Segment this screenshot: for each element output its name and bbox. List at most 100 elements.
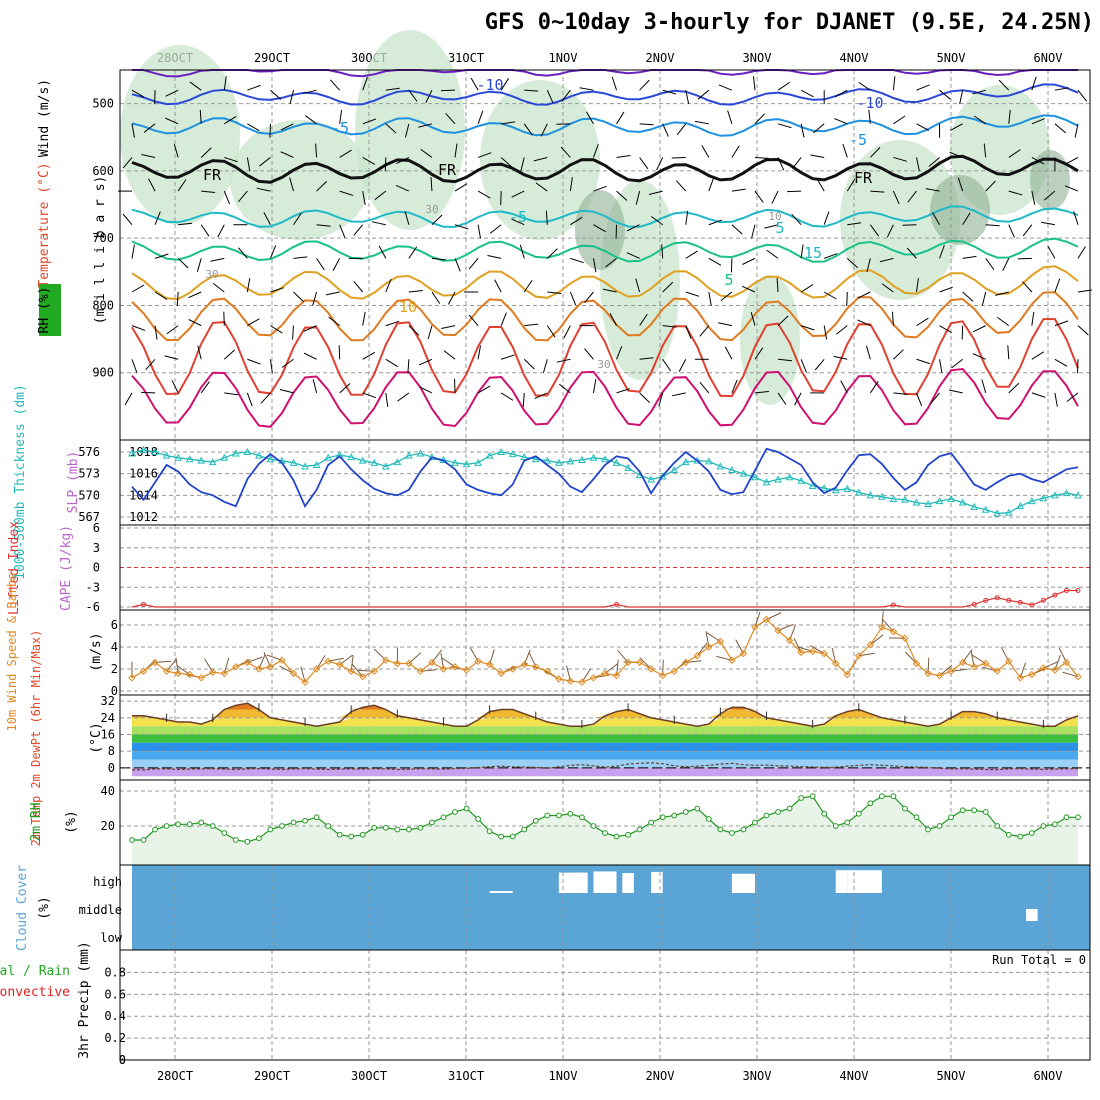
isotherm-line <box>131 318 1079 398</box>
rh2m-point <box>682 809 689 815</box>
wind10-point <box>428 658 436 667</box>
rh2m-point <box>763 812 770 819</box>
rh2m-tick: 20 <box>101 819 115 833</box>
li-axis-label: Lifted Index <box>7 521 22 615</box>
wind-barb <box>915 157 920 172</box>
wind-barb <box>189 81 202 91</box>
wind-barb <box>892 76 896 91</box>
wind-barb <box>916 358 930 365</box>
wind10-point <box>451 663 459 671</box>
wind-barb <box>685 90 690 104</box>
x-tick-label-bottom: 2NOV <box>646 1069 675 1083</box>
wind-barb <box>560 146 571 158</box>
rh2m-point <box>613 833 620 840</box>
wind-barb <box>178 222 193 226</box>
wind-barb <box>886 224 894 238</box>
wind-barb <box>639 157 649 170</box>
rh2m-point <box>163 823 170 829</box>
wind-barb <box>445 113 456 125</box>
wind-barb <box>586 111 594 125</box>
wind-barb <box>794 392 802 406</box>
wind-barb <box>173 143 179 158</box>
temperature-axis-label: Temperature (°C) <box>37 162 52 287</box>
wind-barb <box>197 345 202 360</box>
x-tick-label-bottom: 3NOV <box>743 1069 772 1083</box>
wind-barb <box>431 257 446 261</box>
wind-barb <box>777 81 790 91</box>
wind-barb <box>973 115 986 125</box>
wind-barb <box>718 84 733 91</box>
wind10-barb <box>431 649 443 663</box>
rh2m-point <box>1028 830 1035 836</box>
wind-barb <box>1066 392 1079 402</box>
wind-barb <box>292 325 295 340</box>
wind-barb <box>1008 149 1021 158</box>
thickness-point <box>924 499 932 507</box>
x-tick-label-top: 1NOV <box>549 51 578 65</box>
wind-barb <box>519 244 525 259</box>
wind-barb <box>847 222 862 226</box>
rh2m-point <box>694 805 701 812</box>
wind-barb <box>332 258 341 271</box>
thickness-point <box>358 456 367 464</box>
rh2m-point <box>325 823 332 829</box>
thickness-point <box>566 457 575 465</box>
thickness-point <box>878 492 886 500</box>
wind-barb <box>892 190 900 205</box>
wind10-point <box>1016 674 1025 682</box>
slp-line <box>131 447 1079 509</box>
wind-barb <box>385 358 398 368</box>
wind-axis-label: Wind (m/s) <box>37 79 52 157</box>
run-total-label: Run Total = 0 <box>992 953 1086 967</box>
wind-barb <box>676 180 687 192</box>
wind-barb <box>592 379 597 393</box>
wind-barb <box>810 154 825 158</box>
thickness-point <box>220 453 229 461</box>
wind10-point <box>658 671 667 680</box>
rh2m-area <box>132 796 1078 865</box>
wind-barb <box>454 183 468 192</box>
wind-barb <box>754 156 769 159</box>
wind-barb <box>312 379 318 394</box>
wind-barb <box>635 190 641 205</box>
rh-shading-dark <box>930 175 990 245</box>
li-point <box>1029 602 1035 608</box>
wind-barb <box>500 157 512 168</box>
wind10-point <box>382 656 390 664</box>
rh2m-point <box>198 819 205 826</box>
thickness-point <box>508 450 517 458</box>
temp-contour-label: -10 <box>856 94 883 112</box>
wind-barb <box>754 113 766 125</box>
wind-barb <box>487 254 502 259</box>
wind-barb <box>616 111 625 125</box>
thickness-point <box>1039 494 1048 502</box>
rh2m-point <box>959 807 966 814</box>
wind10-point <box>197 674 205 682</box>
temp-contour-label: FR <box>438 161 457 179</box>
wind10-point <box>128 674 136 682</box>
wind-barb <box>500 312 507 326</box>
wind-barb <box>477 190 491 199</box>
wind-barb <box>857 291 871 299</box>
rh2m-point <box>544 812 551 819</box>
wind-barb <box>699 325 710 337</box>
precip-tick: 0.8 <box>104 965 126 979</box>
rh2m-point <box>775 809 781 815</box>
wind-barb <box>477 224 482 239</box>
rh2m-point <box>705 816 712 822</box>
isotherm-line <box>131 83 1079 106</box>
rh2m-point <box>129 837 135 843</box>
thickness-point <box>751 473 759 481</box>
temp2m-axis-label: 2m Temp 2m DewPt (6hr Min/Max) <box>29 630 43 847</box>
wind-barb <box>777 315 789 326</box>
x-tick-label-top: 4NOV <box>840 51 869 65</box>
li-point <box>1017 599 1023 605</box>
wind10-point <box>855 652 863 660</box>
rh2m-point <box>452 809 458 815</box>
rh2m-point <box>890 793 897 800</box>
wind-barb <box>1022 224 1033 237</box>
thickness-point <box>901 495 909 503</box>
thickness-point <box>139 445 148 453</box>
thickness-point <box>474 458 482 466</box>
wind-barb <box>540 123 548 137</box>
